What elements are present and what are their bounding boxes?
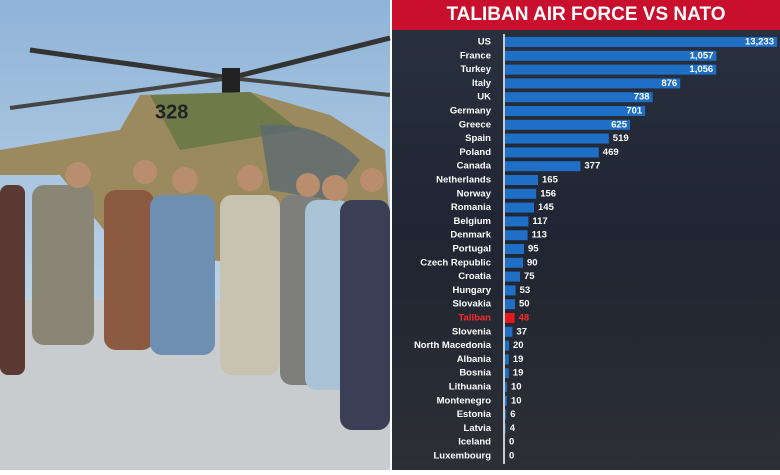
- category-label: US: [478, 37, 491, 48]
- chart-title: TALIBAN AIR FORCE VS NATO: [446, 4, 725, 25]
- bar: [505, 202, 534, 213]
- bar: [505, 106, 646, 116]
- category-label: North Macedonia: [414, 340, 492, 351]
- value-label: 738: [634, 92, 650, 103]
- value-label: 13,233: [745, 37, 774, 48]
- category-label: Albania: [457, 354, 492, 365]
- bar: [505, 230, 528, 241]
- category-label: Netherlands: [436, 175, 491, 186]
- photo: 328: [0, 0, 391, 470]
- bar: [505, 395, 507, 406]
- value-label: 90: [527, 257, 538, 268]
- bar: [505, 368, 509, 379]
- category-label: Taliban: [458, 313, 491, 324]
- category-label: Romania: [451, 202, 492, 213]
- bar: [505, 285, 516, 296]
- value-label: 701: [626, 106, 643, 117]
- value-label: 53: [520, 285, 531, 296]
- category-label: Estonia: [457, 409, 492, 420]
- category-label: Czech Republic: [420, 257, 491, 268]
- bar: [505, 78, 681, 89]
- value-label: 377: [584, 161, 600, 172]
- value-label: 95: [528, 244, 539, 255]
- value-label: 10: [511, 382, 522, 393]
- category-label: Latvia: [464, 423, 492, 434]
- value-label: 0: [509, 451, 514, 462]
- category-label: Slovenia: [452, 326, 492, 337]
- bar: [505, 271, 520, 282]
- category-label: UK: [477, 92, 491, 103]
- value-label: 19: [513, 368, 524, 379]
- bar: [505, 382, 507, 392]
- value-label: 20: [513, 340, 524, 351]
- category-label: Hungary: [452, 285, 491, 296]
- bar: [505, 354, 509, 365]
- value-label: 469: [603, 147, 619, 158]
- value-label: 625: [611, 119, 628, 130]
- value-label: 50: [519, 299, 530, 310]
- value-label: 10: [511, 395, 522, 406]
- bar: [505, 244, 524, 254]
- category-label: Lithuania: [449, 382, 492, 393]
- chart-background: [392, 0, 780, 470]
- value-label: 75: [524, 271, 535, 282]
- category-label: Norway: [457, 188, 492, 199]
- bar: [505, 216, 529, 227]
- bar: [505, 423, 506, 434]
- value-label: 113: [532, 230, 547, 241]
- value-label: 519: [613, 133, 629, 144]
- category-label: Greece: [459, 119, 491, 130]
- value-label: 37: [516, 326, 527, 337]
- bar: [505, 340, 509, 351]
- value-label: 19: [513, 354, 524, 365]
- bar: [505, 64, 717, 75]
- value-label: 6: [510, 409, 515, 420]
- value-label: 165: [542, 175, 559, 186]
- bar: [505, 313, 515, 323]
- bar: [505, 147, 599, 158]
- tail-number: 328: [155, 101, 188, 123]
- bar: [505, 409, 507, 420]
- bar: [505, 257, 523, 268]
- category-label: Belgium: [454, 216, 491, 227]
- category-label: Canada: [457, 161, 492, 172]
- category-label: Spain: [465, 133, 491, 144]
- category-label: Slovakia: [452, 299, 491, 310]
- category-label: Croatia: [458, 271, 491, 282]
- category-label: Portugal: [452, 244, 491, 255]
- category-label: France: [460, 50, 491, 61]
- value-label: 1,057: [690, 50, 714, 61]
- bar: [505, 92, 653, 103]
- bar: [505, 299, 515, 310]
- value-label: 117: [532, 216, 547, 227]
- value-label: 4: [510, 423, 516, 434]
- category-label: Bosnia: [459, 368, 491, 379]
- category-label: Poland: [459, 147, 491, 158]
- value-label: 156: [540, 188, 556, 199]
- value-label: 48: [519, 313, 530, 324]
- category-label: Germany: [450, 106, 492, 117]
- category-label: Luxembourg: [433, 451, 491, 462]
- category-label: Iceland: [458, 437, 491, 448]
- bar: [505, 133, 609, 144]
- title-banner: [392, 0, 780, 30]
- bar: [505, 161, 581, 172]
- bar: [505, 188, 537, 199]
- bar: [505, 37, 777, 47]
- category-label: Montenegro: [437, 395, 492, 406]
- category-label: Italy: [472, 78, 492, 89]
- value-label: 1,056: [689, 64, 713, 75]
- bars: [505, 37, 777, 434]
- bar: [505, 50, 717, 61]
- bar: [505, 119, 630, 130]
- category-label: Turkey: [461, 64, 492, 75]
- value-label: 0: [509, 437, 514, 448]
- value-label: 145: [538, 202, 555, 213]
- value-label: 876: [661, 78, 677, 89]
- category-label: Denmark: [450, 230, 491, 241]
- bar: [505, 175, 538, 185]
- bar: [505, 326, 513, 337]
